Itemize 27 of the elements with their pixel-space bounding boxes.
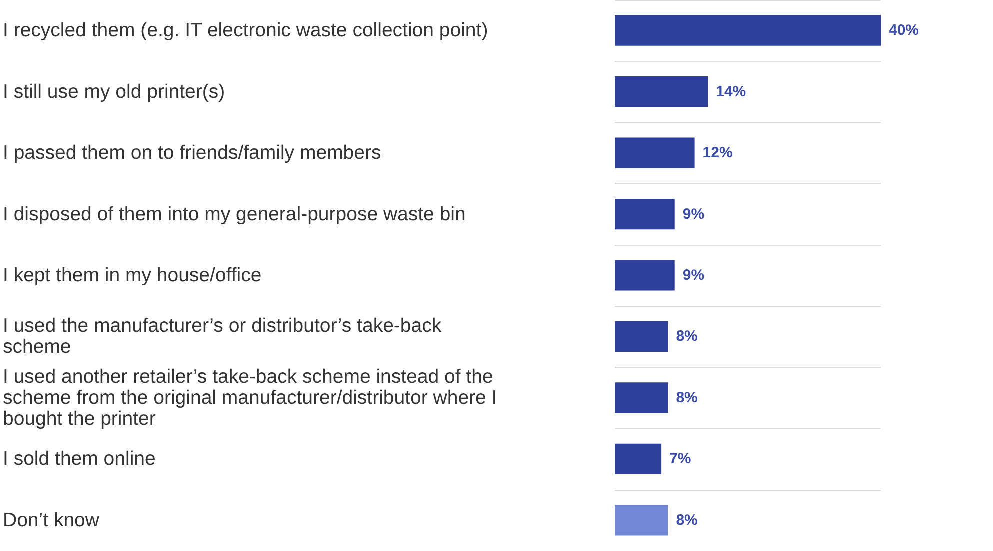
y-tick-label: I still use my old printer(s) xyxy=(3,80,226,103)
data-label: 9% xyxy=(682,206,705,223)
bar xyxy=(615,76,708,108)
data-label: 40% xyxy=(889,22,920,40)
y-tick-label: I used another retailer’s take-back scheme instead of the scheme from the original manufacturer/distributor where I bought the printer xyxy=(3,366,503,430)
data-label: 8% xyxy=(676,512,698,529)
bar xyxy=(615,260,675,291)
bar xyxy=(615,382,668,414)
data-label: 7% xyxy=(670,450,692,468)
y-tick-label: I kept them in my house/office xyxy=(3,264,262,286)
y-tick-label: I sold them online xyxy=(3,448,156,470)
bar xyxy=(615,505,668,536)
data-label: 12% xyxy=(702,144,733,162)
y-tick-label: Don’t know xyxy=(3,509,100,532)
data-label: 8% xyxy=(676,328,698,346)
bar xyxy=(615,15,881,46)
y-tick-label: I recycled them (e.g. IT electronic waste collection point) xyxy=(3,20,488,42)
y-tick-label: I disposed of them into my general-purpose waste bin xyxy=(3,203,466,226)
bar xyxy=(615,321,668,352)
bar xyxy=(615,444,662,474)
data-label: 14% xyxy=(716,83,746,100)
y-tick-label: I used the manufacturer’s or distributor’s take-back scheme xyxy=(3,315,448,358)
y-tick-label: I passed them on to friends/family members xyxy=(3,142,382,164)
data-label: 9% xyxy=(682,267,705,284)
bar xyxy=(615,138,695,168)
data-label: 8% xyxy=(676,389,698,406)
bar xyxy=(615,198,675,230)
